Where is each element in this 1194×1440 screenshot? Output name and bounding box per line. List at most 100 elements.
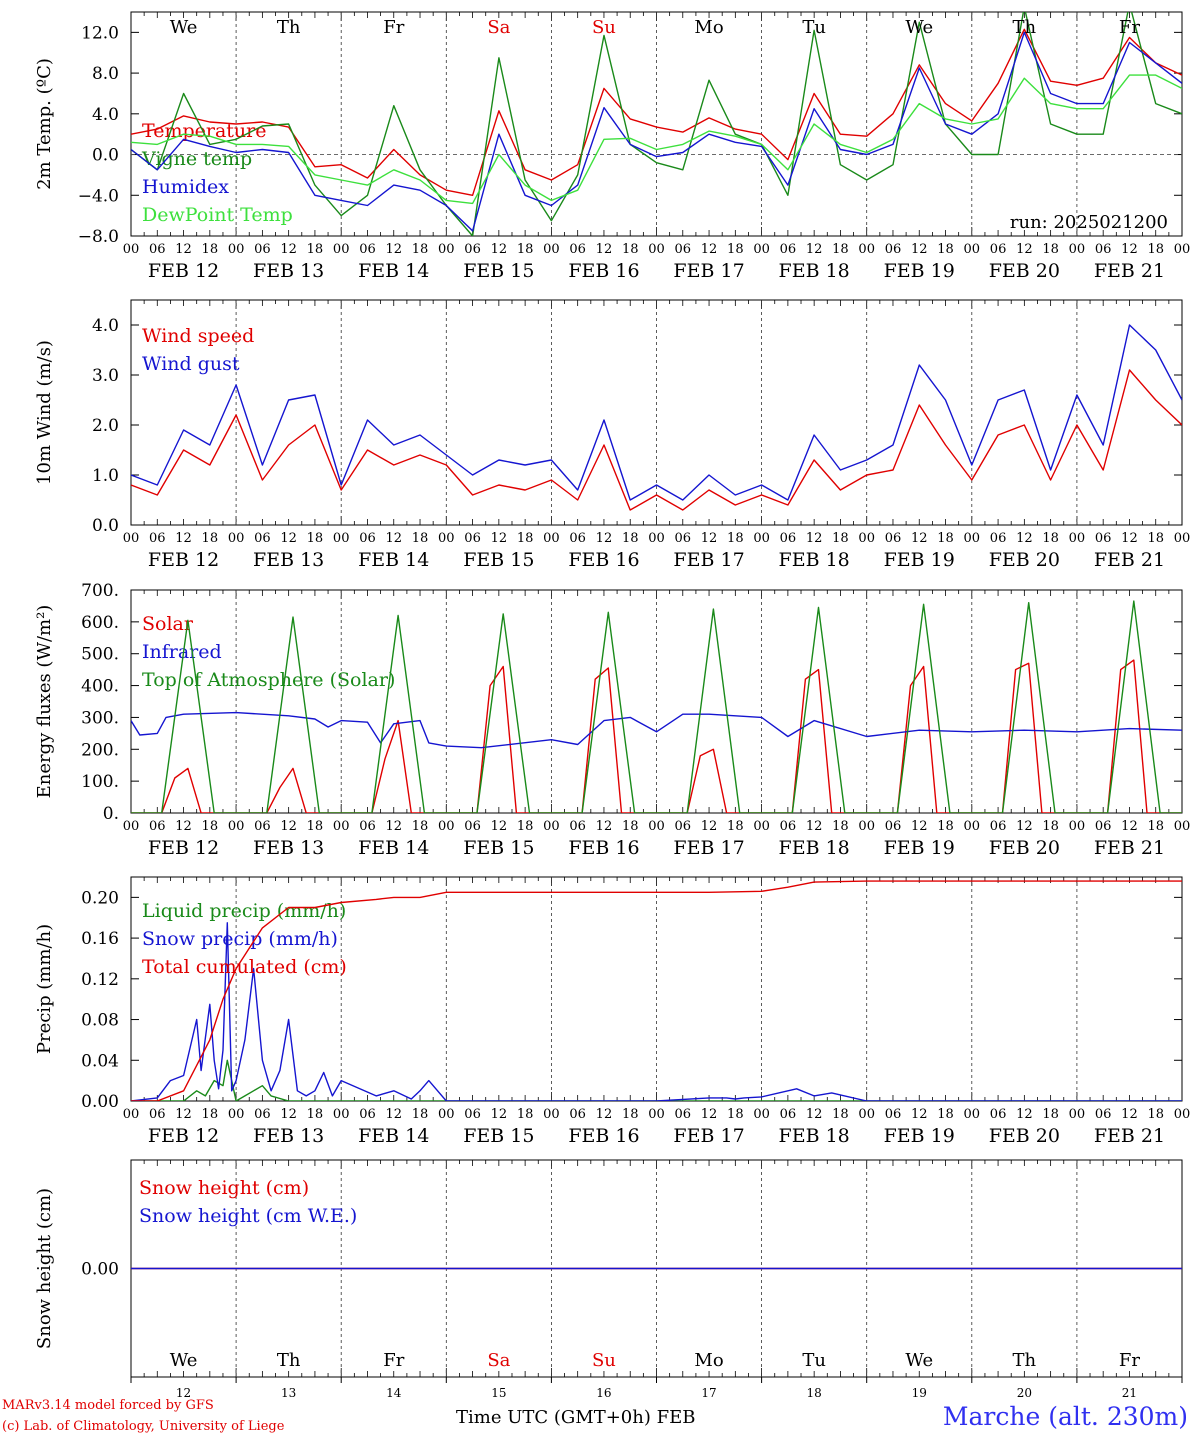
hour-tick-label: 18 bbox=[517, 819, 534, 834]
hour-tick-label: 00 bbox=[858, 531, 875, 546]
hour-tick-label: 18 bbox=[202, 531, 219, 546]
weekday-label: Sa bbox=[487, 17, 510, 38]
hour-tick-label: 00 bbox=[543, 1107, 560, 1122]
hour-tick-label: 06 bbox=[1095, 242, 1112, 257]
y-tick-label: 0.00 bbox=[81, 1092, 119, 1112]
date-label: FEB 17 bbox=[673, 1125, 744, 1147]
hour-tick-label: 00 bbox=[543, 531, 560, 546]
hour-tick-label: 06 bbox=[1095, 1107, 1112, 1122]
day-number-label: 15 bbox=[491, 1386, 506, 1400]
date-label: FEB 20 bbox=[989, 260, 1060, 282]
run-annotation: run: 2025021200 bbox=[1010, 212, 1168, 233]
legend-entry: Snow height (cm) bbox=[139, 1177, 309, 1199]
hour-tick-label: 06 bbox=[359, 242, 376, 257]
y-tick-label: 12.0 bbox=[81, 23, 119, 43]
date-label: FEB 16 bbox=[568, 549, 639, 571]
hour-tick-label: 06 bbox=[569, 1107, 586, 1122]
hour-tick-label: 18 bbox=[307, 1107, 324, 1122]
hour-tick-label: 06 bbox=[149, 242, 166, 257]
date-label: FEB 19 bbox=[884, 837, 955, 859]
hour-tick-label: 12 bbox=[1016, 242, 1033, 257]
hour-tick-label: 12 bbox=[1016, 819, 1033, 834]
hour-tick-label: 12 bbox=[491, 242, 508, 257]
y-axis-label: Energy fluxes (W/m²) bbox=[34, 605, 55, 799]
hour-tick-label: 00 bbox=[123, 819, 140, 834]
hour-tick-label: 12 bbox=[701, 1107, 718, 1122]
hour-tick-label: 18 bbox=[412, 1107, 429, 1122]
hour-tick-label: 00 bbox=[543, 242, 560, 257]
series-line-solar bbox=[131, 659, 1182, 813]
date-label: FEB 18 bbox=[779, 837, 850, 859]
panel-frame bbox=[130, 299, 1183, 526]
y-tick-label: 200. bbox=[81, 740, 119, 760]
date-label: FEB 16 bbox=[568, 260, 639, 282]
hour-tick-label: 00 bbox=[753, 819, 770, 834]
hour-tick-label: 12 bbox=[280, 242, 297, 257]
hour-tick-label: 18 bbox=[307, 819, 324, 834]
hour-tick-label: 12 bbox=[701, 531, 718, 546]
hour-tick-label: 18 bbox=[937, 1107, 954, 1122]
hour-tick-label: 12 bbox=[1016, 1107, 1033, 1122]
hour-tick-label: 12 bbox=[911, 531, 928, 546]
y-tick-label: 3.0 bbox=[92, 366, 119, 386]
hour-tick-label: 18 bbox=[727, 531, 744, 546]
hour-tick-label: 18 bbox=[202, 819, 219, 834]
hour-tick-label: 12 bbox=[596, 819, 613, 834]
hour-tick-label: 12 bbox=[596, 242, 613, 257]
hour-tick-label: 06 bbox=[780, 531, 797, 546]
date-label: FEB 14 bbox=[358, 837, 429, 859]
y-axis-label: 10m Wind (m/s) bbox=[34, 340, 55, 485]
date-label: FEB 12 bbox=[148, 549, 219, 571]
hour-tick-label: 00 bbox=[1069, 1107, 1086, 1122]
hour-tick-label: 06 bbox=[885, 242, 902, 257]
hour-tick-label: 00 bbox=[123, 1107, 140, 1122]
hour-tick-label: 18 bbox=[937, 531, 954, 546]
date-label: FEB 15 bbox=[463, 1125, 534, 1147]
hour-tick-label: 12 bbox=[491, 531, 508, 546]
hour-tick-label: 06 bbox=[464, 819, 481, 834]
hour-tick-label: 12 bbox=[385, 819, 402, 834]
hour-tick-label: 00 bbox=[1069, 819, 1086, 834]
hour-tick-label: 00 bbox=[964, 819, 981, 834]
day-number-label: 19 bbox=[912, 1386, 927, 1400]
hour-tick-label: 12 bbox=[806, 242, 823, 257]
hour-tick-label: 12 bbox=[1121, 819, 1138, 834]
weekday-label: Fr bbox=[383, 17, 404, 38]
legend-entry: Snow height (cm W.E.) bbox=[139, 1205, 357, 1227]
hour-tick-label: 06 bbox=[464, 531, 481, 546]
date-label: FEB 21 bbox=[1094, 549, 1165, 571]
legend-entry: DewPoint Temp bbox=[142, 204, 293, 226]
hour-tick-label: 12 bbox=[701, 242, 718, 257]
hour-tick-label: 06 bbox=[990, 1107, 1007, 1122]
hour-tick-label: 06 bbox=[149, 819, 166, 834]
hour-tick-label: 18 bbox=[727, 1107, 744, 1122]
weekday-label: Su bbox=[592, 1350, 616, 1371]
hour-tick-label: 18 bbox=[937, 819, 954, 834]
hour-tick-label: 06 bbox=[780, 1107, 797, 1122]
date-label: FEB 16 bbox=[568, 837, 639, 859]
y-tick-label: 4.0 bbox=[92, 316, 119, 336]
hour-tick-label: 12 bbox=[280, 531, 297, 546]
hour-tick-label: 06 bbox=[569, 531, 586, 546]
hour-tick-label: 00 bbox=[858, 242, 875, 257]
hour-tick-label: 12 bbox=[280, 819, 297, 834]
hour-tick-label: 06 bbox=[569, 242, 586, 257]
hour-tick-label: 06 bbox=[149, 1107, 166, 1122]
hour-tick-label: 06 bbox=[464, 1107, 481, 1122]
date-label: FEB 15 bbox=[463, 837, 534, 859]
date-label: FEB 20 bbox=[989, 1125, 1060, 1147]
legend-entry: Wind gust bbox=[142, 353, 240, 375]
hour-tick-label: 12 bbox=[175, 819, 192, 834]
hour-tick-label: 06 bbox=[254, 242, 271, 257]
hour-tick-label: 12 bbox=[175, 1107, 192, 1122]
hour-tick-label: 06 bbox=[359, 1107, 376, 1122]
weekday-label: Tu bbox=[802, 17, 826, 38]
hour-tick-label: 18 bbox=[1147, 1107, 1164, 1122]
hour-tick-label: 18 bbox=[517, 531, 534, 546]
panel-frame bbox=[130, 589, 1183, 814]
date-label: FEB 20 bbox=[989, 549, 1060, 571]
weekday-label: Fr bbox=[1119, 17, 1140, 38]
hour-tick-label: 00 bbox=[964, 242, 981, 257]
hour-tick-label: 18 bbox=[832, 819, 849, 834]
y-tick-label: 500. bbox=[81, 645, 119, 665]
